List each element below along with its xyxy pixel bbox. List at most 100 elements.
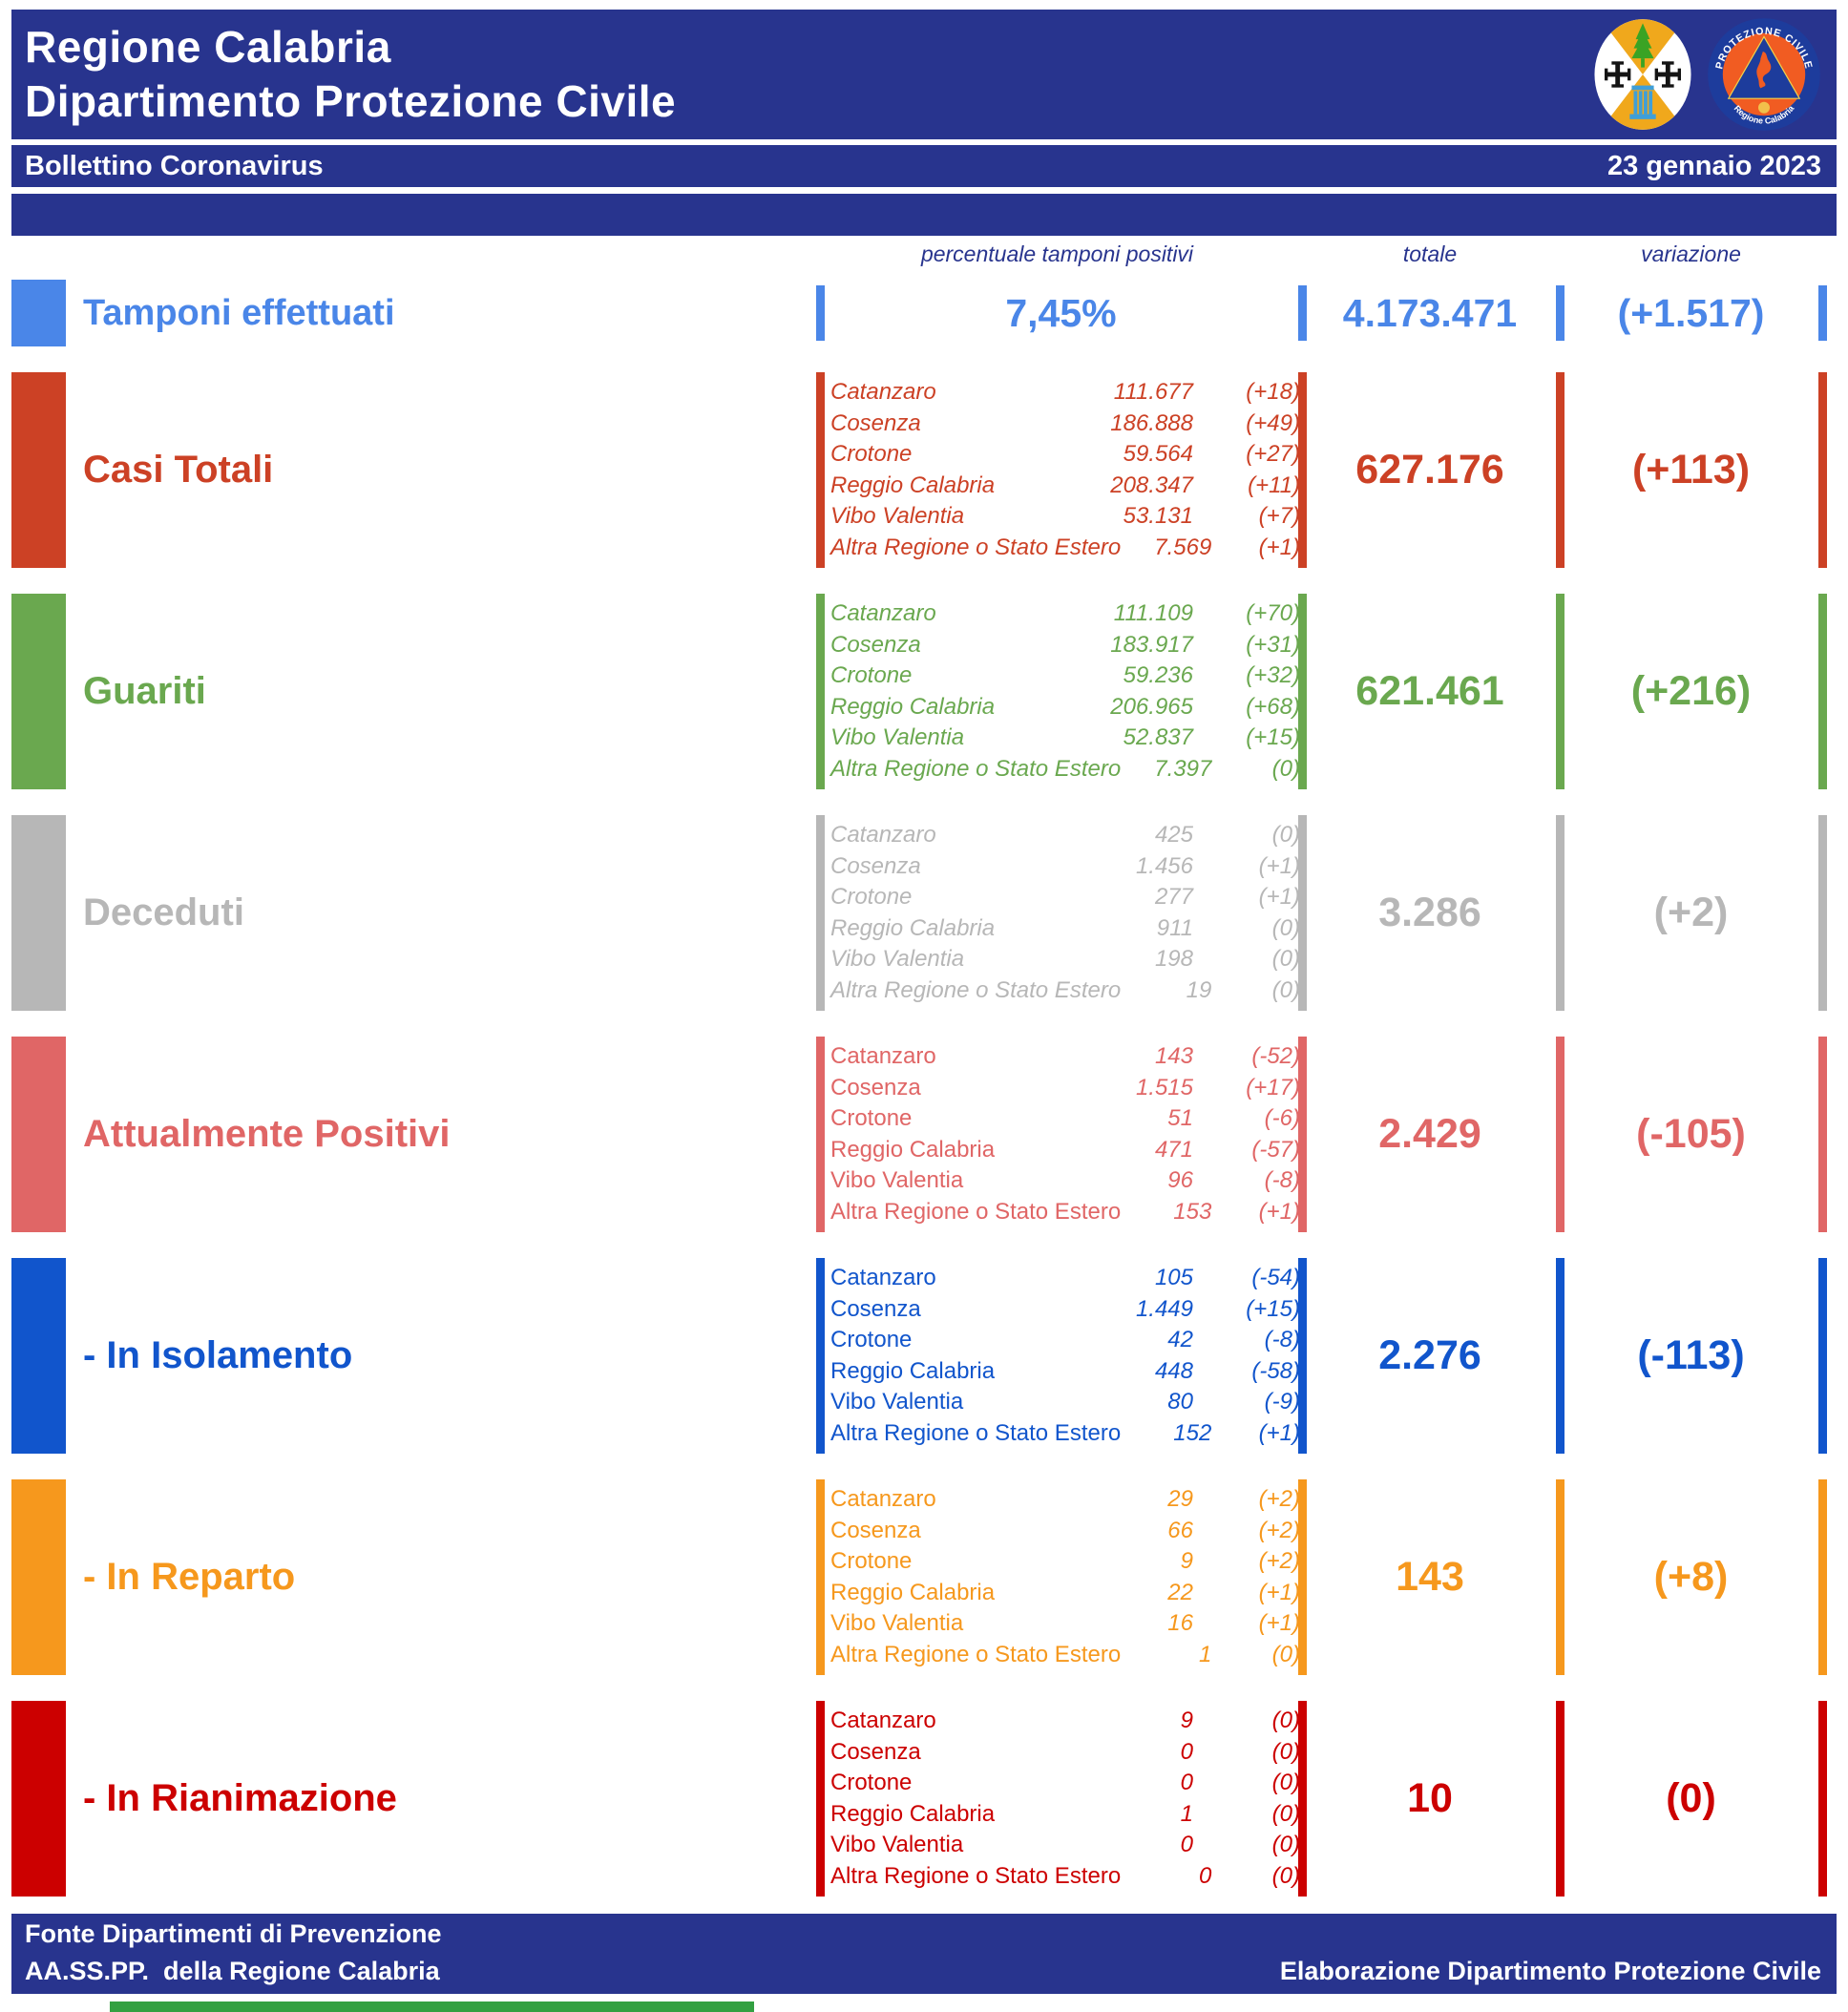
province-value: 66 <box>1167 1517 1193 1543</box>
province-name: Reggio Calabria <box>830 1800 996 1827</box>
province-name: Catanzaro <box>830 379 936 405</box>
province-variation: (+1) <box>1258 1419 1300 1446</box>
section-variation-value: (+216) <box>1630 668 1752 714</box>
row-tamponi-effettuati: Tamponi effettuati 7,45% 4.173.471 (+1.5… <box>11 272 1837 354</box>
row-color-swatch <box>11 372 66 568</box>
province-value: 1.515 <box>1135 1074 1193 1100</box>
province-name: Cosenza <box>830 1295 921 1322</box>
breakdown-line: Crotone 42 (-8) <box>830 1325 1300 1356</box>
column-divider <box>816 372 825 568</box>
breakdown-line: Reggio Calabria 1 (0) <box>830 1799 1300 1831</box>
province-value: 911 <box>1156 914 1193 941</box>
province-name: Catanzaro <box>830 822 936 848</box>
footer-bar: Fonte Dipartimenti di Prevenzione AA.SS.… <box>11 1914 1837 1994</box>
province-name: Cosenza <box>830 1517 921 1543</box>
province-name: Reggio Calabria <box>830 1136 996 1163</box>
province-variation: (0) <box>1271 1738 1300 1765</box>
province-variation: (+68) <box>1246 693 1300 720</box>
province-variation: (-9) <box>1264 1389 1300 1415</box>
row-color-swatch <box>11 280 66 346</box>
section-label: Attualmente Positivi <box>83 1113 451 1155</box>
logos: PROTEZIONE CIVILE Regione Calabria <box>1592 17 1821 132</box>
breakdown-line: Vibo Valentia 53.131 (+7) <box>830 501 1300 533</box>
column-divider <box>1556 1037 1564 1232</box>
province-breakdown: Catanzaro 111.109 (+70) Cosenza 183.917 … <box>830 586 1300 797</box>
tamponi-percent-value: 7,45% <box>1005 290 1117 335</box>
section-variation-value: (+8) <box>1653 1554 1729 1600</box>
province-name: Vibo Valentia <box>830 1389 964 1415</box>
province-name: Crotone <box>830 1770 913 1795</box>
province-breakdown: Catanzaro 425 (0) Cosenza 1.456 (+1) Cro… <box>830 807 1300 1018</box>
province-breakdown: Catanzaro 29 (+2) Cosenza 66 (+2) Croton… <box>830 1472 1300 1683</box>
breakdown-line: Cosenza 0 (0) <box>830 1737 1300 1769</box>
province-value: 111.109 <box>1113 600 1193 626</box>
province-value: 277 <box>1154 884 1193 910</box>
province-value: 1.449 <box>1135 1295 1193 1322</box>
column-headers: percentuale tamponi positivi totale vari… <box>11 238 1837 268</box>
breakdown-line: Reggio Calabria 208.347 (+11) <box>830 471 1300 502</box>
section-total-value: 627.176 <box>1355 447 1504 493</box>
section-total-value: 10 <box>1407 1775 1453 1821</box>
province-variation: (-8) <box>1264 1167 1300 1193</box>
page-title: Regione Calabria Dipartimento Protezione… <box>25 20 676 129</box>
province-variation: (-8) <box>1264 1327 1300 1352</box>
column-divider <box>1298 815 1307 1011</box>
tamponi-total-value: 4.173.471 <box>1342 290 1518 335</box>
column-divider <box>816 594 825 789</box>
province-name: Crotone <box>830 884 913 910</box>
column-divider <box>1818 372 1827 568</box>
province-value: 183.917 <box>1110 631 1193 658</box>
regione-calabria-crest-logo <box>1594 19 1691 130</box>
province-variation: (0) <box>1271 1800 1300 1827</box>
column-header-percent-positivi: percentuale tamponi positivi <box>920 241 1194 266</box>
province-value: 425 <box>1154 822 1193 848</box>
province-name: Reggio Calabria <box>830 693 996 720</box>
province-name: Catanzaro <box>830 1708 936 1733</box>
section-row: - In Reparto Catanzaro 29 (+2) Cosenza 6… <box>11 1472 1837 1683</box>
province-variation: (+31) <box>1246 631 1300 658</box>
header-bar: Regione Calabria Dipartimento Protezione… <box>11 10 1837 139</box>
province-name: Reggio Calabria <box>830 472 996 498</box>
section-variation-value: (-113) <box>1637 1332 1745 1378</box>
section-total-value: 3.286 <box>1378 890 1481 935</box>
column-header-totale: totale <box>1402 241 1458 266</box>
section-total-value: 2.276 <box>1378 1332 1481 1378</box>
province-name: Crotone <box>830 441 913 467</box>
province-name: Altra Regione o Stato Estero <box>830 976 1122 1003</box>
breakdown-line: Vibo Valentia 16 (+1) <box>830 1608 1300 1640</box>
breakdown-line: Crotone 59.564 (+27) <box>830 439 1300 471</box>
province-variation: (0) <box>1271 946 1300 972</box>
province-name: Reggio Calabria <box>830 1357 996 1384</box>
calabria-silhouette <box>1756 52 1772 89</box>
section-row: Deceduti Catanzaro 425 (0) Cosenza 1.456… <box>11 807 1837 1018</box>
breakdown-line: Cosenza 66 (+2) <box>830 1516 1300 1547</box>
province-value: 0 <box>1180 1738 1193 1765</box>
province-variation: (-58) <box>1251 1357 1300 1384</box>
breakdown-line: Catanzaro 143 (-52) <box>830 1041 1300 1073</box>
column-divider <box>1818 1479 1827 1675</box>
province-value: 9 <box>1180 1548 1193 1574</box>
province-variation: (+11) <box>1248 472 1300 498</box>
province-value: 22 <box>1167 1579 1193 1605</box>
column-divider <box>1818 1037 1827 1232</box>
breakdown-line: Vibo Valentia 52.837 (+15) <box>830 723 1300 754</box>
province-name: Cosenza <box>830 409 921 436</box>
province-value: 7.569 <box>1154 534 1212 560</box>
province-name: Reggio Calabria <box>830 914 996 941</box>
province-variation: (0) <box>1271 1641 1300 1667</box>
column-header-variazione: variazione <box>1641 241 1741 266</box>
breakdown-line: Reggio Calabria 911 (0) <box>830 913 1300 945</box>
row-color-swatch <box>11 1258 66 1454</box>
province-variation: (0) <box>1271 1708 1300 1733</box>
province-variation: (+1) <box>1258 852 1300 879</box>
column-divider <box>1818 1701 1827 1897</box>
province-variation: (0) <box>1271 755 1300 782</box>
section-variation-value: (+2) <box>1653 890 1729 935</box>
breakdown-line: Altra Regione o Stato Estero 1 (0) <box>830 1640 1300 1671</box>
province-value: 143 <box>1154 1043 1193 1069</box>
column-divider <box>816 815 825 1011</box>
province-variation: (-6) <box>1264 1105 1300 1131</box>
province-value: 52.837 <box>1123 724 1193 750</box>
province-value: 1 <box>1198 1641 1212 1667</box>
province-value: 42 <box>1167 1327 1193 1352</box>
